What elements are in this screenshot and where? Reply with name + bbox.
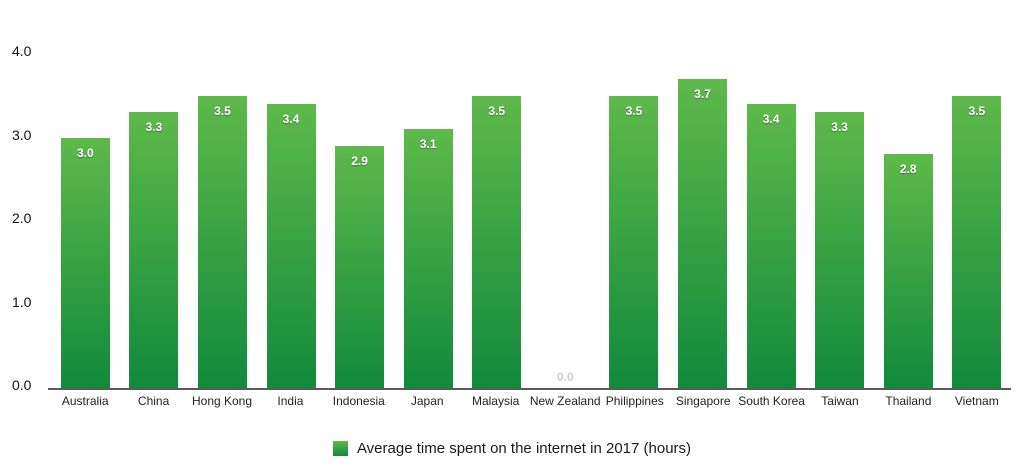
x-axis-category-label: India (277, 394, 304, 408)
bar-value-label: 3.0 (76, 145, 94, 160)
bar-slot-japan: 3.1 (394, 0, 463, 388)
bar-value-label: 3.7 (694, 87, 711, 102)
bar-value-label: 3.3 (145, 120, 163, 135)
x-axis-category-label: Malaysia (471, 394, 520, 408)
x-axis-category-label: Japan (410, 394, 444, 408)
y-axis-tick-label: 2.0 (12, 210, 32, 226)
x-axis-category-label: Indonesia (332, 394, 385, 408)
legend-color-swatch-icon (332, 441, 348, 456)
bar-value-label: 3.5 (968, 103, 986, 118)
bar-slot-south-korea: 3.4 (737, 0, 806, 388)
x-axis-category-label: Vietnam (954, 394, 999, 408)
bar-slot-hong-kong: 3.5 (188, 0, 257, 388)
bar-slot-india: 3.4 (257, 0, 326, 388)
bar-value-label: 3.3 (831, 120, 848, 135)
x-axis-category-label: Australia (61, 394, 109, 408)
legend: Average time spent on the internet in 20… (0, 440, 1024, 457)
x-axis-category-label: Thailand (885, 394, 932, 408)
bar-slot-australia: 3.0 (51, 0, 120, 388)
bar-slot-thailand: 2.8 (874, 0, 943, 388)
bar-slot-vietnam: 3.5 (943, 0, 1012, 388)
bar-south-korea (746, 104, 796, 388)
y-axis-tick-label: 4.0 (12, 43, 32, 59)
bar-japan (403, 129, 453, 388)
bar-philippines (609, 95, 659, 388)
x-axis-category-label: Singapore (675, 394, 731, 408)
bar-slot-philippines: 3.5 (600, 0, 669, 388)
bar-thailand (883, 154, 933, 388)
bar-indonesia (335, 145, 385, 388)
x-axis-category-label: Philippines (605, 394, 664, 408)
bar-value-label: 3.5 (625, 103, 643, 118)
bar-slot-singapore: 3.7 (668, 0, 737, 388)
bar-taiwan (815, 112, 865, 388)
bar-value-label: 3.4 (762, 112, 780, 127)
bar-value-label: 3.4 (282, 112, 300, 127)
bar-slot-taiwan: 3.3 (805, 0, 874, 388)
bar-value-label: 2.8 (899, 162, 917, 177)
bar-value-label: 3.5 (488, 103, 506, 118)
bar-singapore (677, 79, 727, 388)
y-axis-tick-label: 1.0 (12, 293, 32, 310)
bar-australia (60, 137, 110, 388)
bar-slot-china: 3.3 (120, 0, 189, 388)
x-axis-category-label: New Zealand (529, 394, 601, 408)
x-axis-category-label: South Korea (738, 394, 805, 408)
bar-hong-kong (197, 95, 247, 388)
plot-area: 3.0 3.3 3.5 3.4 2.9 3.1 3.5 0.0 3.5 3.7 3.4 3.3 2.8 3… (51, 0, 1011, 388)
bar-vietnam (952, 95, 1002, 388)
bar-malaysia (472, 95, 522, 388)
y-axis-tick-label: 3.0 (12, 126, 32, 143)
bar-value-label: 3.1 (419, 137, 437, 152)
x-axis-labels: Australia China Hong Kong India Indonesia Jap… (51, 394, 1011, 408)
x-axis-category-label: Taiwan (821, 394, 859, 408)
bar-value-label: 2.9 (351, 153, 368, 168)
y-axis-tick-label: 0.0 (12, 377, 32, 393)
x-axis-category-label: Hong Kong (191, 394, 253, 408)
bar-china (129, 112, 179, 388)
bar-india (266, 104, 316, 388)
legend-label: Average time spent on the internet in 20… (356, 440, 692, 457)
bar-slot-indonesia: 2.9 (325, 0, 394, 388)
bar-value-label: 3.5 (214, 103, 231, 118)
bar-slot-malaysia: 3.5 (462, 0, 531, 388)
x-axis-line (48, 388, 1011, 390)
x-axis-category-label: China (137, 394, 170, 408)
bar-value-label: 0.0 (556, 370, 574, 384)
bar-slot-new-zealand: 0.0 (531, 0, 600, 388)
